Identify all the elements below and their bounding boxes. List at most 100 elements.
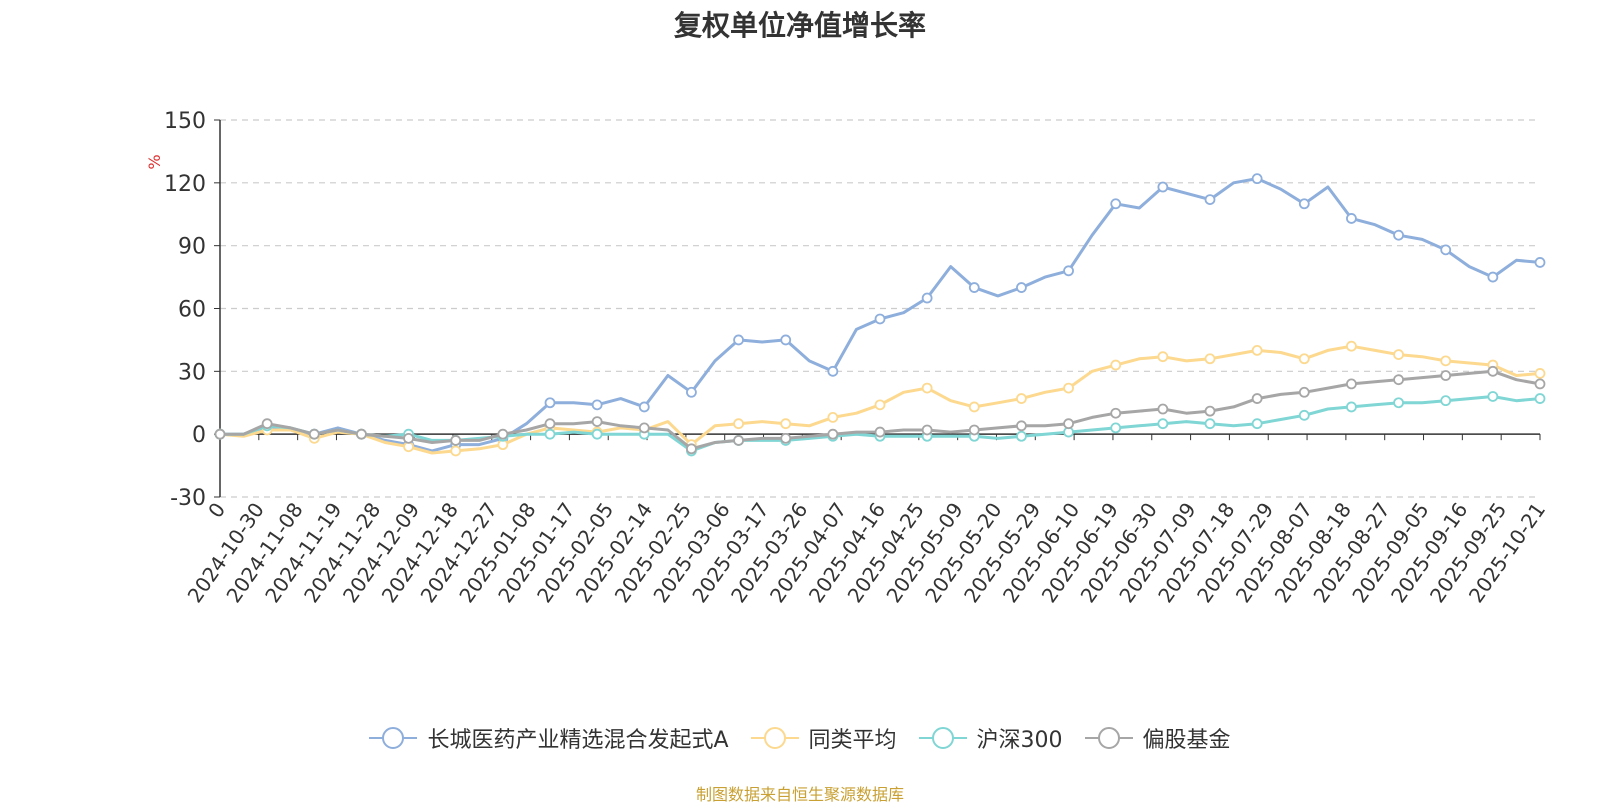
chart-legend: 长城医药产业精选混合发起式A 同类平均 沪深300 偏股基金 <box>0 722 1600 754</box>
legend-circle-icon <box>918 727 967 749</box>
data-point <box>1393 349 1404 360</box>
data-point <box>968 424 980 436</box>
data-point <box>308 428 320 440</box>
data-point <box>1534 257 1546 268</box>
y-tick-label: 90 <box>178 235 206 260</box>
legend-label: 同类平均 <box>808 728 897 753</box>
data-point <box>968 282 980 293</box>
data-point <box>780 334 792 346</box>
legend-circle-icon <box>750 727 799 749</box>
data-point <box>1298 409 1310 421</box>
y-tick-label: 150 <box>164 109 206 134</box>
legend-label: 长城医药产业精选混合发起式A <box>427 728 729 753</box>
data-point <box>1251 393 1263 404</box>
legend-label: 偏股基金 <box>1142 728 1231 753</box>
data-point <box>1251 344 1263 356</box>
data-point <box>1016 430 1027 442</box>
data-point <box>1298 386 1310 398</box>
data-source-note: 制图数据来自恒生聚源数据库 <box>695 785 904 804</box>
data-point <box>356 428 367 440</box>
data-point <box>1487 365 1499 377</box>
data-point <box>1534 368 1546 379</box>
data-point <box>1346 340 1357 352</box>
data-point <box>1440 244 1452 256</box>
data-point <box>1063 265 1074 277</box>
data-point <box>1487 391 1499 402</box>
chart-title: 复权单位净值增长率 <box>673 9 926 42</box>
data-point <box>1440 370 1452 381</box>
legend-item-series-1[interactable]: 长城医药产业精选混合发起式A <box>369 722 729 754</box>
data-point <box>874 313 886 325</box>
data-point <box>1251 173 1263 185</box>
data-point <box>1110 198 1122 210</box>
y-tick-label: -30 <box>170 486 206 511</box>
data-point <box>827 412 839 423</box>
data-point <box>1393 397 1404 409</box>
legend-item-series-4[interactable]: 偏股基金 <box>1084 722 1231 754</box>
data-point <box>1298 353 1310 365</box>
data-point <box>733 435 744 446</box>
y-tick-label: 30 <box>178 360 206 385</box>
data-point <box>921 424 933 436</box>
data-point <box>1204 418 1216 430</box>
data-point <box>827 365 839 377</box>
data-point <box>450 435 462 446</box>
data-point <box>686 443 697 455</box>
data-point <box>1534 378 1546 390</box>
legend-label: 沪深300 <box>976 728 1063 753</box>
data-point <box>733 334 744 346</box>
data-point <box>921 382 933 394</box>
data-point <box>544 418 556 430</box>
data-point <box>544 428 556 440</box>
legend-item-series-2[interactable]: 同类平均 <box>750 722 897 754</box>
data-point <box>1110 422 1122 434</box>
data-point <box>1157 351 1169 363</box>
data-point <box>1063 418 1074 430</box>
data-point <box>1204 353 1216 365</box>
data-point <box>1346 401 1357 413</box>
data-point <box>1016 393 1027 404</box>
data-point <box>1204 194 1216 205</box>
data-point <box>921 292 933 304</box>
data-point <box>1157 418 1169 430</box>
data-point <box>1393 374 1404 386</box>
data-point <box>827 428 839 440</box>
data-point <box>638 422 650 434</box>
data-point <box>214 428 226 440</box>
y-axis-unit: % <box>145 154 164 169</box>
data-point <box>497 428 509 440</box>
data-point <box>638 401 650 413</box>
data-point <box>1534 393 1546 404</box>
data-point <box>1110 407 1122 419</box>
y-tick-label: 120 <box>164 172 206 197</box>
data-point <box>403 432 414 444</box>
data-point <box>874 426 886 438</box>
data-point <box>1440 395 1452 407</box>
data-point <box>874 399 886 411</box>
data-point <box>1016 420 1027 432</box>
data-point <box>450 445 462 457</box>
data-point <box>1487 271 1499 283</box>
data-point <box>968 401 980 413</box>
data-point <box>1346 213 1357 224</box>
data-point <box>591 399 603 411</box>
data-point <box>1204 405 1216 417</box>
legend-circle-icon <box>1084 727 1133 749</box>
data-point <box>780 432 792 444</box>
legend-item-series-3[interactable]: 沪深300 <box>918 722 1063 754</box>
data-point <box>1298 198 1310 210</box>
data-point <box>686 386 697 398</box>
data-point <box>1063 382 1074 394</box>
data-point <box>1110 359 1122 371</box>
data-point <box>1393 229 1404 241</box>
y-tick-label: 0 <box>192 423 206 448</box>
data-point <box>1251 418 1263 430</box>
data-point <box>1346 378 1357 390</box>
data-point <box>733 418 744 430</box>
data-point <box>261 418 273 430</box>
data-point <box>544 397 556 409</box>
y-tick-label: 60 <box>178 298 206 323</box>
x-tick-label: 0 <box>203 498 230 522</box>
data-point <box>780 418 792 430</box>
